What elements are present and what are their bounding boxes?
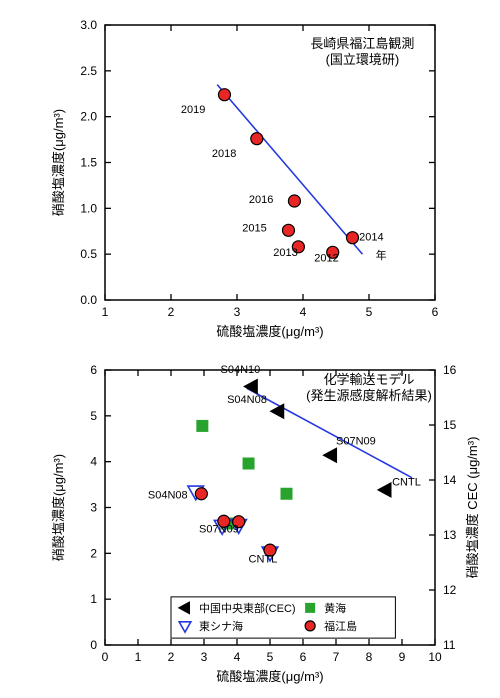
legend-label: 東シナ海 bbox=[199, 619, 243, 633]
x-tick-label: 3 bbox=[201, 650, 208, 664]
y-tick-label: 0.5 bbox=[80, 247, 97, 261]
top-chart: 1 2 3 4 5 6 0.0 0.5 1.0 1.5 2.0 2.5 3.0 硫酸塩濃度(μg/m³) 硝… bbox=[51, 18, 439, 339]
y-tick-label: 2 bbox=[90, 546, 97, 560]
x-tick-label: 1 bbox=[102, 305, 109, 319]
point-label: CNTL bbox=[249, 554, 278, 566]
y2-tick-label: 13 bbox=[443, 528, 457, 542]
point-label: 2019 bbox=[181, 104, 205, 116]
y-tick-label: 4 bbox=[90, 455, 97, 469]
y2-tick-label: 11 bbox=[443, 638, 456, 652]
x-tick-label: 5 bbox=[366, 305, 373, 319]
bottom-chart: 0123456789100123456111213141516硫酸塩濃度(μg/… bbox=[51, 363, 480, 684]
point-label: S04N10 bbox=[221, 364, 261, 376]
y2-tick-label: 15 bbox=[443, 418, 457, 432]
legend-label: 中国中央東部(CEC) bbox=[199, 601, 296, 615]
x-tick-label: 10 bbox=[428, 650, 442, 664]
y-axis-label: 硝酸塩濃度(μg/m³) bbox=[51, 109, 66, 216]
point-label: S04N08 bbox=[148, 489, 188, 501]
year-suffix: 年 bbox=[376, 248, 387, 262]
legend-label: 黄海 bbox=[324, 601, 346, 615]
chart-title: 長崎県福江島観測 bbox=[310, 36, 414, 51]
point-label: 2012 bbox=[314, 253, 338, 265]
x-tick-label: 5 bbox=[267, 650, 274, 664]
y-tick-label: 3 bbox=[90, 501, 97, 515]
y-tick-label: 6 bbox=[90, 363, 97, 377]
x-tick-label: 7 bbox=[333, 650, 340, 664]
x-tick-label: 3 bbox=[234, 305, 241, 319]
y-tick-label: 0.0 bbox=[80, 293, 97, 307]
x-tick-label: 8 bbox=[366, 650, 373, 664]
y-tick-label: 1 bbox=[90, 592, 97, 606]
y-tick-label: 2.0 bbox=[80, 110, 97, 124]
x-axis-label: 硫酸塩濃度(μg/m³) bbox=[216, 324, 323, 339]
y-tick-label: 3.0 bbox=[80, 18, 97, 32]
figure-container: 1234560.00.51.01.52.02.53.0硫酸塩濃度(μg/m³)硝… bbox=[0, 0, 500, 698]
x-axis-label: 硫酸塩濃度(μg/m³) bbox=[216, 669, 323, 684]
y2-axis-label: 硝酸塩濃度 CEC (μg/m³) bbox=[465, 437, 480, 579]
y-tick-label: 0 bbox=[90, 638, 97, 652]
point-label: 2018 bbox=[212, 148, 236, 160]
x-tick-label: 6 bbox=[432, 305, 439, 319]
point-label: 2013 bbox=[273, 247, 297, 259]
y-tick-label: 1.0 bbox=[80, 201, 97, 215]
point-label: CNTL bbox=[392, 477, 421, 489]
y-tick-label: 2.5 bbox=[80, 64, 97, 78]
x-tick-label: 2 bbox=[168, 305, 175, 319]
chart-title: 化学輸送モデル bbox=[323, 372, 414, 387]
x-tick-label: 4 bbox=[234, 650, 241, 664]
y-tick-label: 1.5 bbox=[80, 156, 97, 170]
x-tick-label: 9 bbox=[399, 650, 406, 664]
legend-label: 福江島 bbox=[324, 619, 357, 633]
figure-svg: 1234560.00.51.01.52.02.53.0硫酸塩濃度(μg/m³)硝… bbox=[0, 0, 500, 698]
y-axis-label: 硝酸塩濃度(μg/m³) bbox=[51, 454, 66, 561]
chart-title: (国立環境研) bbox=[326, 52, 400, 67]
x-tick-label: 4 bbox=[300, 305, 307, 319]
y-tick-label: 5 bbox=[90, 409, 97, 423]
point-label: S07N09 bbox=[336, 435, 376, 447]
x-tick-label: 1 bbox=[135, 650, 142, 664]
x-tick-label: 2 bbox=[168, 650, 175, 664]
point-label: S04N08 bbox=[227, 394, 267, 406]
point-label: 2014 bbox=[359, 231, 383, 243]
chart-title: (発生源感度解析結果) bbox=[306, 388, 432, 403]
y2-tick-label: 14 bbox=[443, 473, 457, 487]
x-tick-label: 6 bbox=[300, 650, 307, 664]
point-label: 2015 bbox=[242, 222, 266, 234]
y2-tick-label: 12 bbox=[443, 583, 457, 597]
point-label: 2016 bbox=[249, 194, 273, 206]
x-tick-label: 0 bbox=[102, 650, 109, 664]
y2-tick-label: 16 bbox=[443, 363, 457, 377]
